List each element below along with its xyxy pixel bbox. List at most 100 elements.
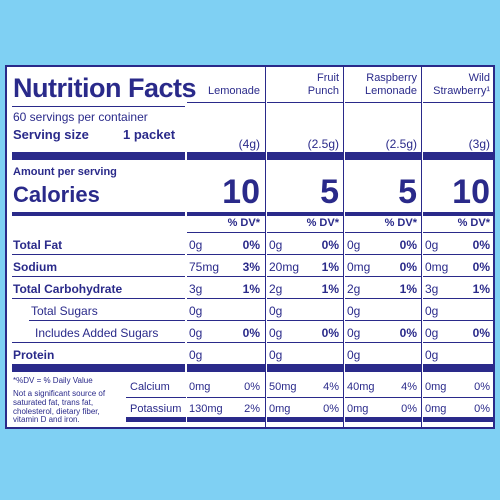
flavor-header-rule [423,102,495,103]
servings-per-container: 60 servings per container [13,110,148,124]
medium-rule [187,212,265,216]
medium-rule [423,212,495,216]
nutrient-amount: 0mg [425,260,449,274]
dv-header-rule [423,232,495,233]
row-rule [29,320,185,321]
footnote-not-significant: Not a significant source of saturated fa… [13,389,106,425]
row-rule [12,276,185,277]
dv-header: % DV* [457,217,490,229]
dv-header-rule [267,232,344,233]
bottom-rule [187,417,265,422]
thick-rule-bottom-left [12,364,185,372]
flavor-serving-size: (2.5g) [307,137,339,151]
row-rule [187,320,265,321]
thick-rule-bottom [423,364,495,372]
row-rule [267,320,344,321]
mineral-dv: 0% [244,381,260,393]
mineral-dv: 0% [401,403,417,415]
row-rule [12,298,185,299]
row-rule [345,298,422,299]
nutrient-amount: 0mg [347,260,371,274]
thick-rule [187,152,265,160]
flavor-calories: 5 [320,173,339,211]
nutrient-amount: 0g [189,304,203,318]
flavor-serving-size: (4g) [238,137,260,151]
bottom-rule [126,417,186,422]
nutrient-amount: 3g [425,282,439,296]
nutrient-amount: 0g [189,348,203,362]
nutrient-amount: 3g [189,282,203,296]
thick-rule-bottom [345,364,422,372]
nutrient-amount: 0g [189,238,203,252]
thick-rule [423,152,495,160]
nutrient-dv: 0% [472,260,490,274]
nutrient-amount: 0g [425,238,439,252]
mineral-label-potassium: Potassium [130,403,182,415]
nutrient-amount: 0g [347,326,361,340]
flavor-name-line2: Lemonade [208,85,260,97]
flavor-name-line2: Punch [307,85,339,97]
flavor-calories: 10 [222,173,260,211]
row-rule [345,254,422,255]
nutrient-amount: 0g [425,348,439,362]
dv-header: % DV* [384,217,417,229]
medium-rule [345,212,422,216]
thick-rule [345,152,422,160]
flavor-name-line1: Wild [468,72,490,84]
calories-label: Calories [13,182,100,207]
nutrient-amount: 0g [425,304,439,318]
row-rule [345,397,422,398]
mineral-dv: 4% [401,381,417,393]
row-rule [267,298,344,299]
thick-rule-left [12,152,185,160]
mineral-dv: 0% [474,403,490,415]
row-rule [187,298,265,299]
nutrient-dv: 0% [242,238,260,252]
nutrient-dv: 0% [472,326,490,340]
row-rule [187,342,265,343]
dv-header-rule [187,232,265,233]
flavor-calories: 10 [452,173,490,211]
nutrient-dv: 0% [321,238,339,252]
mineral-dv: 4% [323,381,339,393]
nutrient-amount: 0g [269,348,283,362]
nutrient-amount: 0g [269,304,283,318]
row-rule [423,320,495,321]
mineral-amount: 40mg [347,381,375,393]
row-rule [12,342,185,343]
nutrient-dv: 0% [399,238,417,252]
nutrient-amount: 2g [347,282,361,296]
row-rule [423,298,495,299]
dv-header: % DV* [227,217,260,229]
nutrient-label-sodium: Sodium [13,260,57,274]
flavor-name-line2: Lemonade [365,85,417,97]
nutrient-label-total-fat: Total Fat [13,238,63,252]
bottom-rule [345,417,422,422]
flavor-header-rule [267,102,344,103]
row-rule [187,254,265,255]
row-rule [267,342,344,343]
amount-per-serving: Amount per serving [13,166,117,178]
mineral-amount: 0mg [425,403,447,415]
nutrient-dv: 1% [472,282,490,296]
nutrient-dv: 0% [321,326,339,340]
row-rule [423,342,495,343]
flavor-name-line2: Strawberry¹ [433,85,490,97]
mineral-amount: 130mg [189,403,223,415]
row-rule [267,276,344,277]
mineral-label-calcium: Calcium [130,381,170,393]
footnote-dv: *%DV = % Daily Value [13,376,93,385]
column-divider [343,67,344,428]
flavor-header-rule [345,102,422,103]
nutrient-amount: 0g [189,326,203,340]
serving-size-value: 1 packet [123,127,176,142]
title-rule [12,106,185,107]
flavor-calories: 5 [398,173,417,211]
thick-rule-bottom [187,364,265,372]
column-divider [265,67,266,428]
flavor-serving-size: (3g) [468,137,490,151]
nutrient-amount: 0g [269,326,283,340]
nutrient-dv: 1% [321,260,339,274]
row-rule [423,254,495,255]
thick-rule-bottom [267,364,344,372]
